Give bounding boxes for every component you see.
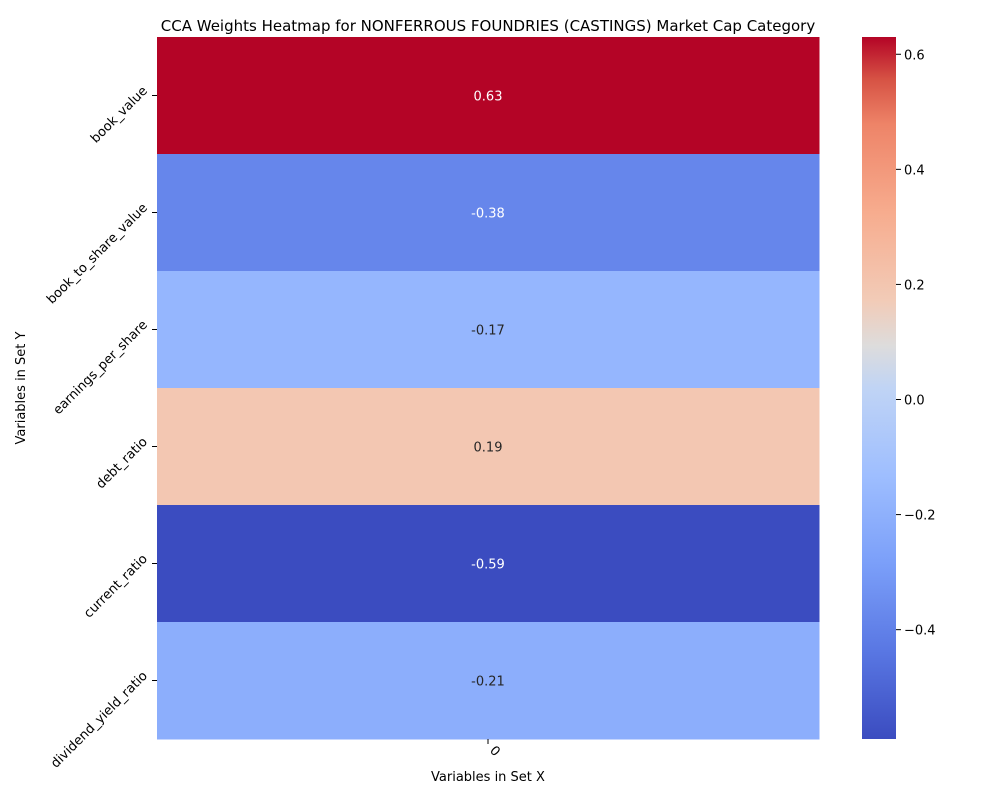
cell-value-label: -0.38 bbox=[471, 207, 505, 222]
y-tick-label: debt_ratio bbox=[93, 435, 150, 492]
x-axis-label: Variables in Set X bbox=[431, 770, 545, 785]
colorbar bbox=[862, 37, 896, 739]
heatmap-cell-labels: 0.63 -0.38 -0.17 0.19 -0.59 -0.21 bbox=[471, 90, 505, 690]
colorbar-tick-label: −0.4 bbox=[904, 624, 936, 639]
colorbar-tick-label: 0.2 bbox=[904, 278, 925, 293]
colorbar-tick-label: 0.6 bbox=[904, 48, 925, 63]
colorbar-tick-label: 0.4 bbox=[904, 163, 925, 178]
chart-title: CCA Weights Heatmap for NONFERROUS FOUND… bbox=[161, 17, 816, 35]
heatmap-cell bbox=[157, 622, 820, 740]
heatmap-cells bbox=[157, 37, 820, 740]
x-axis-ticks: 0 bbox=[486, 739, 503, 760]
y-axis-label: Variables in Set Y bbox=[14, 331, 29, 444]
y-axis-ticks: book_value book_to_share_valueearnings_pe… bbox=[44, 84, 157, 772]
heatmap-cell bbox=[157, 388, 820, 506]
colorbar-tick-label: 0.0 bbox=[904, 394, 925, 409]
cell-value-label: -0.59 bbox=[471, 558, 505, 573]
y-tick-label: book_to_share_value bbox=[44, 201, 151, 308]
y-tick-label: earnings_per_share bbox=[51, 318, 151, 418]
cell-value-label: -0.17 bbox=[471, 324, 505, 339]
y-tick-label: current_ratio bbox=[81, 552, 151, 622]
cell-value-label: 0.63 bbox=[474, 90, 503, 105]
y-tick-label: dividend_yield_ratio bbox=[48, 669, 151, 772]
x-tick-label: 0 bbox=[486, 743, 502, 759]
heatmap-cell bbox=[157, 271, 820, 389]
colorbar-ticks: 0.6 0.4 0.2 0.0 −0.2 −0.4 bbox=[896, 48, 936, 639]
heatmap-cell bbox=[157, 505, 820, 623]
y-tick-label: book_value bbox=[88, 84, 151, 147]
cell-value-label: 0.19 bbox=[474, 441, 503, 456]
cell-value-label: -0.21 bbox=[471, 675, 505, 690]
heatmap-cell bbox=[157, 37, 820, 155]
colorbar-tick-label: −0.2 bbox=[904, 509, 936, 524]
heatmap-cell bbox=[157, 154, 820, 272]
